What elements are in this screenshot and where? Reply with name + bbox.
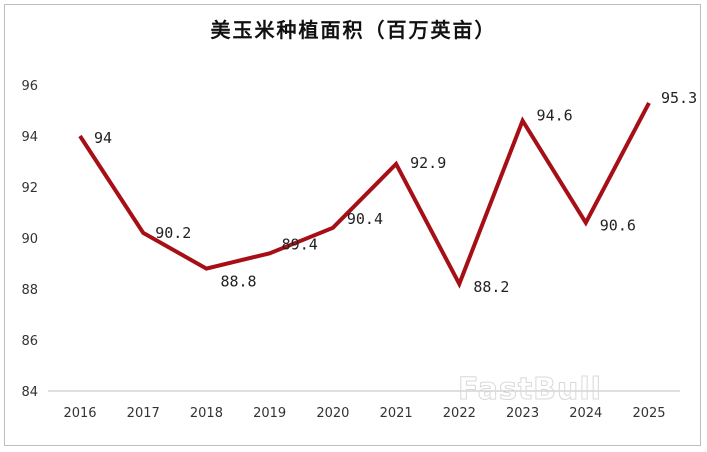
data-label: 94.6 xyxy=(537,107,573,125)
x-tick-label: 2016 xyxy=(63,406,96,421)
y-tick-label: 90 xyxy=(21,232,38,247)
series-line xyxy=(78,101,651,289)
watermark-logo: FastBull xyxy=(458,372,602,407)
x-tick-label: 2019 xyxy=(253,406,286,421)
y-tick-label: 94 xyxy=(21,130,38,145)
data-label: 94 xyxy=(94,129,112,147)
x-tick-label: 2022 xyxy=(443,406,476,421)
x-tick-label: 2020 xyxy=(316,406,349,421)
data-labels: 94 90.2 88.8 89.4 90.4 92.9 88.2 94.6 90.6 95.3 xyxy=(94,89,697,296)
y-tick-label: 92 xyxy=(21,181,38,196)
y-tick-label: 88 xyxy=(21,283,38,298)
x-tick-label: 2024 xyxy=(569,406,602,421)
data-label: 90.4 xyxy=(347,210,383,228)
data-label: 89.4 xyxy=(282,235,318,253)
y-tick-label: 84 xyxy=(21,385,38,400)
data-label: 88.8 xyxy=(220,273,256,291)
x-tick-label: 2023 xyxy=(506,406,539,421)
y-tick-label: 86 xyxy=(21,334,38,349)
x-tick-label: 2018 xyxy=(190,406,223,421)
x-tick-label: 2021 xyxy=(380,406,413,421)
chart-frame xyxy=(4,4,701,446)
x-tick-label: 2025 xyxy=(632,406,665,421)
data-label: 92.9 xyxy=(410,154,446,172)
data-label: 90.2 xyxy=(155,224,191,242)
chart-title: 美玉米种植面积（百万英亩） xyxy=(210,18,497,42)
data-label: 88.2 xyxy=(473,278,509,296)
x-tick-label: 2017 xyxy=(127,406,160,421)
data-label: 90.6 xyxy=(600,217,636,235)
x-axis-ticks: 2016 2017 2018 2019 2020 2021 2022 2023 2024 2025 xyxy=(63,406,665,421)
data-label: 95.3 xyxy=(661,89,697,107)
y-axis-ticks: 84 86 88 90 92 94 96 xyxy=(21,79,38,400)
y-tick-label: 96 xyxy=(21,79,38,94)
